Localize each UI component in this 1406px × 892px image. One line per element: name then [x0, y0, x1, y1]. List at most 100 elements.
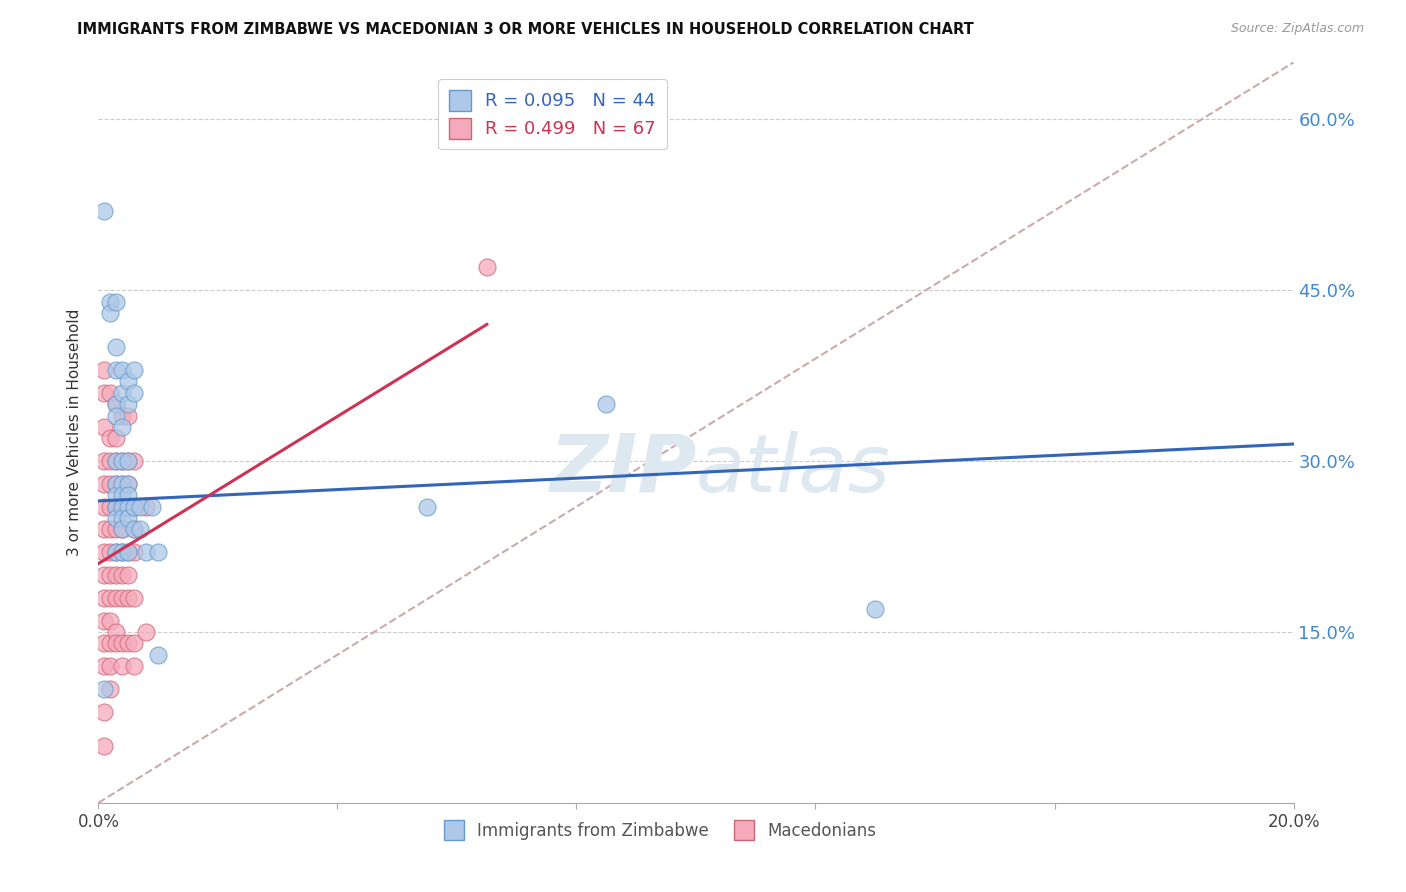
Point: [105, 409, 128, 423]
Point: [129, 500, 152, 514]
Point: [111, 545, 134, 559]
Point: [111, 500, 134, 514]
Point: [117, 636, 139, 650]
Point: [98, 385, 122, 400]
Point: [93, 363, 115, 377]
Text: IMMIGRANTS FROM ZIMBABWE VS MACEDONIAN 3 OR MORE VEHICLES IN HOUSEHOLD CORRELATI: IMMIGRANTS FROM ZIMBABWE VS MACEDONIAN 3…: [77, 22, 974, 37]
Point: [105, 397, 128, 411]
Point: [117, 500, 139, 514]
Point: [111, 476, 134, 491]
Point: [105, 476, 128, 491]
Point: [111, 454, 134, 468]
Point: [98, 568, 122, 582]
Point: [135, 624, 157, 639]
Point: [105, 454, 128, 468]
Point: [124, 385, 146, 400]
Point: [105, 363, 128, 377]
Point: [117, 500, 139, 514]
Point: [105, 397, 128, 411]
Point: [111, 636, 134, 650]
Point: [416, 500, 439, 514]
Point: [111, 488, 134, 502]
Point: [124, 454, 146, 468]
Point: [111, 659, 134, 673]
Point: [865, 602, 887, 616]
Y-axis label: 3 or more Vehicles in Household: 3 or more Vehicles in Household: [67, 309, 83, 557]
Text: ZIP: ZIP: [548, 431, 696, 508]
Point: [105, 523, 128, 537]
Point: [93, 659, 115, 673]
Point: [98, 294, 122, 309]
Point: [105, 545, 128, 559]
Point: [98, 431, 122, 445]
Point: [111, 500, 134, 514]
Point: [105, 340, 128, 354]
Point: [124, 523, 146, 537]
Point: [111, 409, 134, 423]
Point: [148, 648, 170, 662]
Point: [105, 476, 128, 491]
Point: [105, 636, 128, 650]
Point: [124, 659, 146, 673]
Point: [124, 591, 146, 605]
Point: [105, 545, 128, 559]
Point: [111, 523, 134, 537]
Point: [98, 659, 122, 673]
Point: [93, 591, 115, 605]
Point: [117, 568, 139, 582]
Point: [111, 545, 134, 559]
Point: [117, 545, 139, 559]
Point: [111, 476, 134, 491]
Point: [105, 591, 128, 605]
Point: [105, 488, 128, 502]
Point: [117, 409, 139, 423]
Legend: Immigrants from Zimbabwe, Macedonians: Immigrants from Zimbabwe, Macedonians: [437, 814, 883, 847]
Point: [98, 614, 122, 628]
Point: [117, 545, 139, 559]
Point: [98, 545, 122, 559]
Point: [93, 681, 115, 696]
Point: [105, 294, 128, 309]
Point: [111, 363, 134, 377]
Point: [111, 523, 134, 537]
Point: [111, 511, 134, 525]
Point: [111, 385, 134, 400]
Point: [98, 681, 122, 696]
Point: [98, 476, 122, 491]
Point: [93, 705, 115, 719]
Point: [124, 500, 146, 514]
Point: [124, 500, 146, 514]
Point: [117, 454, 139, 468]
Point: [93, 636, 115, 650]
Point: [475, 260, 498, 275]
Point: [595, 397, 617, 411]
Point: [105, 624, 128, 639]
Point: [105, 568, 128, 582]
Point: [117, 454, 139, 468]
Point: [124, 636, 146, 650]
Point: [93, 500, 115, 514]
Point: [98, 306, 122, 320]
Point: [105, 500, 128, 514]
Point: [105, 511, 128, 525]
Point: [117, 591, 139, 605]
Point: [141, 500, 163, 514]
Point: [105, 454, 128, 468]
Point: [93, 203, 115, 218]
Point: [124, 545, 146, 559]
Point: [98, 591, 122, 605]
Point: [117, 476, 139, 491]
Point: [111, 420, 134, 434]
Point: [93, 420, 115, 434]
Point: [93, 614, 115, 628]
Point: [98, 500, 122, 514]
Point: [98, 454, 122, 468]
Point: [93, 476, 115, 491]
Point: [148, 545, 170, 559]
Point: [93, 523, 115, 537]
Point: [93, 385, 115, 400]
Point: [117, 488, 139, 502]
Point: [93, 739, 115, 753]
Point: [117, 397, 139, 411]
Point: [98, 636, 122, 650]
